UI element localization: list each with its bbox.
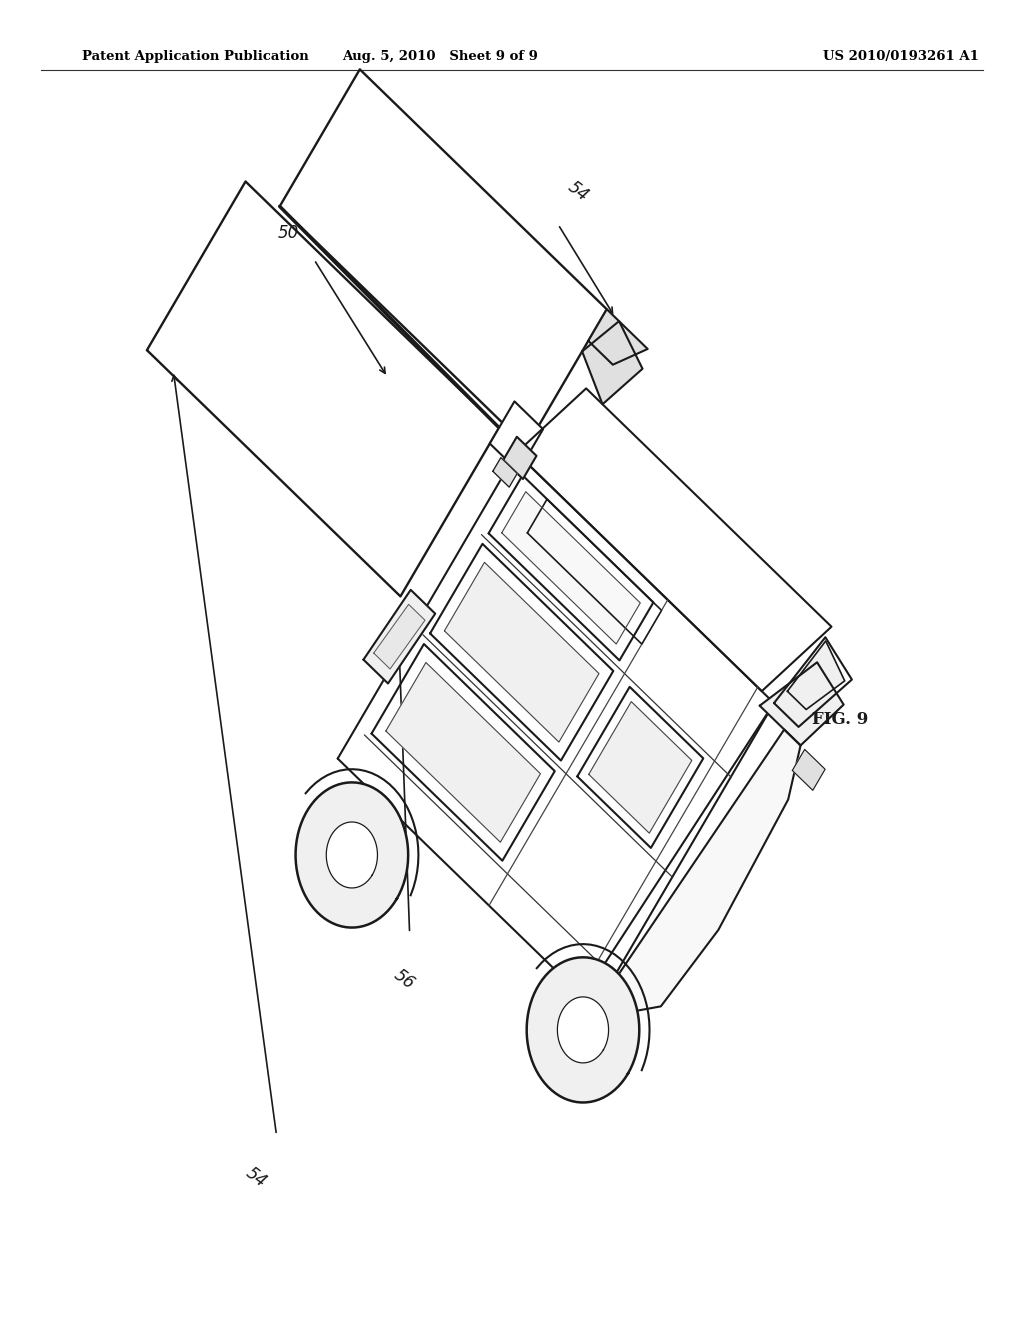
Polygon shape bbox=[338, 453, 774, 1008]
Polygon shape bbox=[527, 499, 662, 644]
Polygon shape bbox=[503, 437, 537, 479]
Polygon shape bbox=[774, 638, 852, 727]
Polygon shape bbox=[502, 491, 640, 644]
Polygon shape bbox=[488, 475, 653, 660]
Polygon shape bbox=[444, 562, 599, 742]
Text: FIG. 9: FIG. 9 bbox=[812, 711, 867, 727]
Text: Aug. 5, 2010   Sheet 9 of 9: Aug. 5, 2010 Sheet 9 of 9 bbox=[342, 50, 539, 63]
Polygon shape bbox=[793, 750, 825, 791]
Polygon shape bbox=[493, 458, 517, 487]
Polygon shape bbox=[589, 702, 692, 833]
Text: 50: 50 bbox=[278, 224, 299, 242]
Polygon shape bbox=[582, 321, 642, 404]
Polygon shape bbox=[760, 663, 844, 746]
Polygon shape bbox=[526, 957, 639, 1102]
Polygon shape bbox=[489, 401, 543, 471]
Polygon shape bbox=[364, 590, 435, 684]
Text: 56: 56 bbox=[390, 966, 419, 993]
Polygon shape bbox=[557, 997, 608, 1063]
Polygon shape bbox=[296, 783, 409, 928]
Text: Patent Application Publication: Patent Application Publication bbox=[82, 50, 308, 63]
Polygon shape bbox=[578, 686, 703, 847]
Polygon shape bbox=[787, 642, 845, 710]
Polygon shape bbox=[516, 388, 831, 692]
Polygon shape bbox=[595, 730, 801, 1014]
Polygon shape bbox=[583, 704, 799, 1008]
Polygon shape bbox=[374, 605, 425, 669]
Text: US 2010/0193261 A1: US 2010/0193261 A1 bbox=[823, 50, 979, 63]
Text: 54: 54 bbox=[564, 178, 593, 205]
Polygon shape bbox=[372, 644, 555, 861]
Polygon shape bbox=[386, 663, 541, 842]
Polygon shape bbox=[327, 822, 378, 888]
Polygon shape bbox=[430, 544, 613, 760]
Polygon shape bbox=[146, 181, 499, 597]
Polygon shape bbox=[589, 309, 647, 364]
Text: 54: 54 bbox=[242, 1164, 270, 1191]
Polygon shape bbox=[280, 70, 607, 446]
